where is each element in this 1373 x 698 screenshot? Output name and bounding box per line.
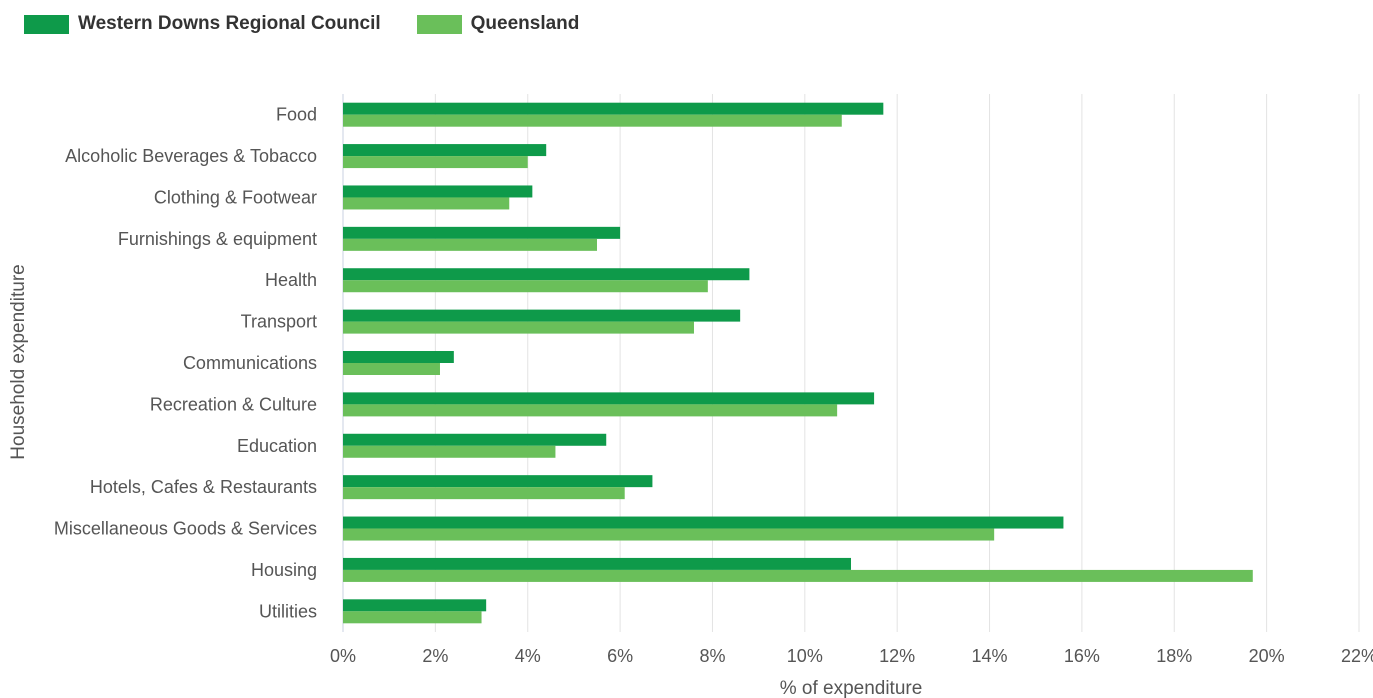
y-axis-title: Household expenditure bbox=[8, 264, 29, 459]
x-tick-label: 0% bbox=[330, 646, 356, 666]
bar-western-downs[interactable] bbox=[343, 144, 547, 157]
category-label: Housing bbox=[251, 560, 317, 580]
bar-queensland[interactable] bbox=[343, 280, 708, 293]
bar-western-downs[interactable] bbox=[343, 599, 487, 612]
bar-western-downs[interactable] bbox=[343, 475, 653, 488]
bar-western-downs[interactable] bbox=[343, 226, 621, 239]
legend-item-western-downs[interactable]: Western Downs Regional Council bbox=[24, 13, 381, 35]
bar-western-downs[interactable] bbox=[343, 557, 851, 570]
category-label: Transport bbox=[241, 312, 317, 332]
category-label: Recreation & Culture bbox=[150, 394, 317, 414]
bar-western-downs[interactable] bbox=[343, 516, 1064, 529]
x-tick-label: 22% bbox=[1341, 646, 1373, 666]
bar-queensland[interactable] bbox=[343, 487, 625, 500]
legend-item-queensland[interactable]: Queensland bbox=[416, 13, 580, 35]
x-tick-labels: 0% 2% 4% 6% 8% 10% 12% 14% 16% 18% 20% 22% bbox=[330, 646, 1373, 666]
category-label: Communications bbox=[183, 353, 317, 373]
x-tick-label: 12% bbox=[879, 646, 915, 666]
bar-queensland[interactable] bbox=[343, 238, 597, 251]
bar-queensland[interactable] bbox=[343, 569, 1253, 582]
category-label: Health bbox=[265, 270, 317, 290]
category-label: Furnishings & equipment bbox=[118, 229, 317, 249]
bar-western-downs[interactable] bbox=[343, 268, 750, 281]
bar-queensland[interactable] bbox=[343, 445, 556, 458]
x-tick-label: 18% bbox=[1156, 646, 1192, 666]
bar-queensland[interactable] bbox=[343, 321, 694, 334]
x-tick-label: 6% bbox=[607, 646, 633, 666]
bar-queensland[interactable] bbox=[343, 363, 440, 375]
bar-queensland[interactable] bbox=[343, 197, 510, 210]
bar-queensland[interactable] bbox=[343, 404, 838, 417]
category-label: Miscellaneous Goods & Services bbox=[54, 519, 317, 539]
category-label: Education bbox=[237, 436, 317, 456]
category-label: Clothing & Footwear bbox=[154, 187, 317, 207]
x-tick-label: 20% bbox=[1249, 646, 1285, 666]
chart-legend: Western Downs Regional Council Queenslan… bbox=[24, 10, 615, 38]
bar-queensland[interactable] bbox=[343, 528, 995, 541]
bar-western-downs[interactable] bbox=[343, 102, 884, 115]
x-tick-label: 8% bbox=[699, 646, 725, 666]
x-tick-label: 2% bbox=[422, 646, 448, 666]
bar-western-downs[interactable] bbox=[343, 309, 741, 322]
category-label: Hotels, Cafes & Restaurants bbox=[90, 477, 317, 497]
x-tick-label: 14% bbox=[972, 646, 1008, 666]
bar-western-downs[interactable] bbox=[343, 351, 454, 363]
x-tick-label: 4% bbox=[515, 646, 541, 666]
legend-label-queensland: Queensland bbox=[470, 13, 580, 34]
bar-western-downs[interactable] bbox=[343, 433, 607, 446]
category-labels: Food Alcoholic Beverages & Tobacco Clothin… bbox=[54, 105, 317, 622]
bar-queensland[interactable] bbox=[343, 611, 482, 624]
legend-swatch-queensland bbox=[416, 14, 462, 34]
gridlines bbox=[342, 94, 1360, 632]
legend-swatch-western-downs bbox=[24, 14, 69, 34]
category-label: Utilities bbox=[259, 601, 317, 621]
x-tick-label: 16% bbox=[1064, 646, 1100, 666]
bar-western-downs[interactable] bbox=[343, 392, 875, 405]
category-label: Alcoholic Beverages & Tobacco bbox=[65, 146, 317, 166]
bar-series bbox=[343, 102, 1253, 624]
bar-queensland[interactable] bbox=[343, 156, 528, 169]
category-label: Food bbox=[276, 105, 317, 125]
x-axis-title: % of expenditure bbox=[780, 678, 923, 698]
x-tick-label: 10% bbox=[787, 646, 823, 666]
bar-western-downs[interactable] bbox=[343, 185, 533, 198]
legend-label-western-downs: Western Downs Regional Council bbox=[78, 13, 381, 34]
bar-queensland[interactable] bbox=[343, 114, 842, 127]
